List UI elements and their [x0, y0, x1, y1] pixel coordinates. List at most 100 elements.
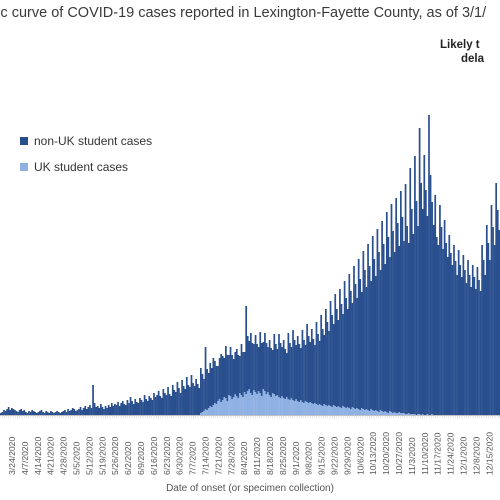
bar-non-uk [376, 229, 379, 411]
bar-uk [356, 408, 358, 415]
bar-non-uk [192, 383, 194, 415]
bar-non-uk [223, 358, 226, 397]
bar-non-uk [412, 234, 415, 414]
bar-non-uk [346, 309, 349, 407]
bar-non-uk [18, 410, 21, 415]
bar-non-uk [229, 347, 232, 396]
bar-non-uk [281, 347, 283, 396]
annotation-line-1: Likely t [440, 39, 480, 51]
bar-non-uk [368, 266, 371, 411]
bar-non-uk [51, 412, 54, 415]
x-tick-label: 4/7/2020 [20, 441, 30, 475]
bar-uk [421, 414, 424, 415]
bar-uk [268, 395, 271, 415]
bar-uk [329, 406, 332, 415]
bar-uk [290, 398, 293, 415]
bar-uk [362, 409, 365, 415]
bar-non-uk [257, 347, 260, 391]
bar-non-uk [179, 393, 182, 415]
bar-non-uk [107, 405, 110, 415]
bar-uk [293, 401, 296, 415]
bar-non-uk [310, 329, 313, 403]
bar-non-uk [337, 320, 340, 406]
bar-uk [234, 394, 237, 415]
x-tick-label: 9/8/2020 [304, 441, 314, 475]
annotation-line-2: dela [461, 53, 485, 65]
bar-uk [337, 406, 340, 415]
bar-uk [289, 400, 291, 415]
bar-uk [407, 413, 410, 415]
bar-non-uk [423, 155, 426, 415]
bar-non-uk [57, 412, 60, 415]
bar-non-uk [182, 386, 185, 415]
x-tick-label: 3/24/2020 [7, 437, 17, 475]
bar-non-uk [35, 413, 38, 415]
bar-non-uk [353, 266, 355, 408]
bar-non-uk [167, 387, 169, 415]
bar-non-uk [400, 191, 402, 413]
bar-uk [310, 403, 313, 415]
bar-uk [323, 404, 326, 415]
bar-non-uk [60, 412, 63, 415]
bar-non-uk [415, 201, 418, 415]
bar-non-uk [276, 349, 279, 395]
x-tick-label: 6/9/2020 [136, 441, 146, 475]
legend-item-uk: UK student cases [20, 156, 152, 178]
bar-uk [350, 409, 352, 415]
bar-non-uk [440, 227, 443, 415]
bar-non-uk [178, 388, 180, 415]
bar-non-uk [496, 210, 499, 415]
x-tick-label: 6/16/2020 [149, 437, 159, 475]
bar-non-uk [446, 257, 449, 415]
bar-non-uk [418, 128, 421, 414]
bar-uk [275, 396, 277, 415]
bar-non-uk [117, 402, 119, 415]
bar-uk [410, 414, 413, 415]
x-axis-label: Date of onset (or specimen collection) [166, 483, 334, 494]
bar-non-uk [75, 411, 77, 415]
bar-uk [354, 409, 357, 415]
bar-uk [365, 409, 368, 415]
bar-uk [209, 406, 212, 415]
bar-uk [353, 408, 355, 415]
bar-uk [403, 413, 405, 415]
bar-non-uk [268, 340, 271, 395]
bar-uk [348, 408, 351, 415]
bar-non-uk [50, 411, 52, 415]
bar-uk [278, 397, 280, 415]
bar-non-uk [240, 344, 243, 395]
bar-uk [245, 394, 248, 415]
bar-non-uk [43, 413, 46, 415]
bar-uk [346, 407, 349, 415]
bar-non-uk [154, 397, 157, 415]
bar-non-uk [390, 204, 393, 412]
bar-non-uk [84, 406, 87, 415]
bar-uk [340, 408, 343, 415]
bar-uk [359, 410, 362, 415]
bar-non-uk [101, 407, 104, 415]
bar-non-uk [303, 340, 305, 403]
bar-non-uk [129, 397, 132, 415]
bar-uk [242, 397, 244, 415]
bar-non-uk [175, 392, 177, 415]
bar-uk [371, 410, 374, 415]
bar-non-uk [165, 395, 168, 415]
bar-non-uk [39, 411, 41, 415]
bar-non-uk [273, 334, 276, 394]
bar-non-uk [123, 404, 126, 415]
bar-uk [314, 403, 316, 415]
bar-non-uk [23, 410, 26, 415]
bar-non-uk [364, 270, 366, 410]
bar-non-uk [90, 408, 93, 415]
bar-non-uk [329, 301, 332, 406]
bar-uk [279, 398, 282, 415]
bar-non-uk [198, 388, 201, 415]
bar-non-uk [168, 394, 171, 415]
bar-non-uk [17, 412, 19, 415]
bar-non-uk [226, 355, 229, 401]
bar-non-uk [365, 287, 368, 409]
bar-non-uk [448, 235, 451, 415]
bar-non-uk [209, 363, 212, 406]
bar-uk [376, 411, 379, 415]
